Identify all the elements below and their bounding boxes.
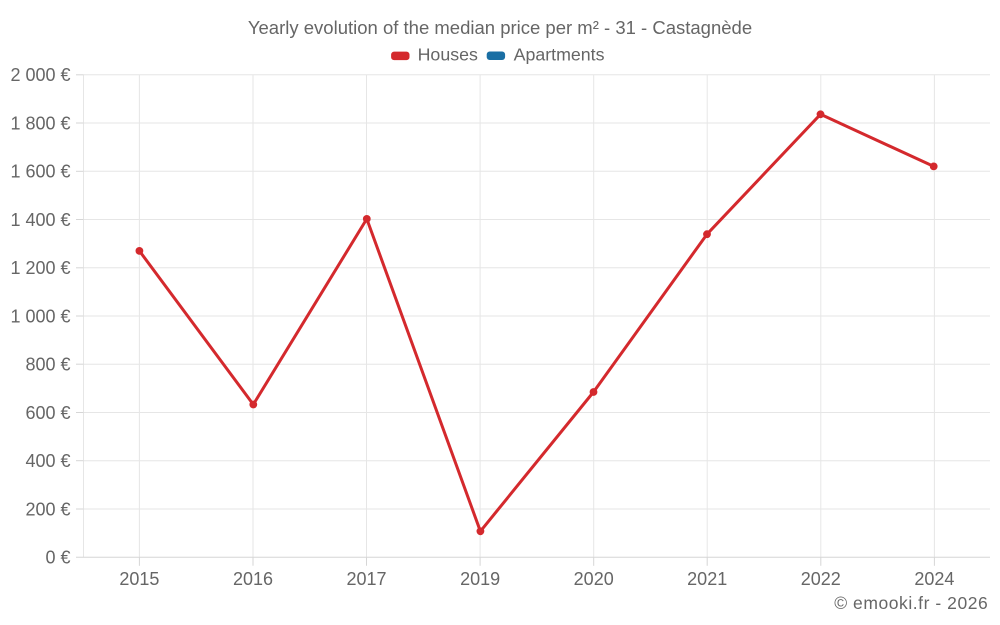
svg-text:2015: 2015 bbox=[119, 569, 159, 589]
svg-text:2016: 2016 bbox=[233, 569, 273, 589]
svg-text:2017: 2017 bbox=[346, 569, 386, 589]
svg-text:2021: 2021 bbox=[687, 569, 727, 589]
svg-text:1 800 €: 1 800 € bbox=[10, 113, 70, 133]
svg-text:Apartments: Apartments bbox=[514, 44, 605, 64]
svg-text:2020: 2020 bbox=[574, 569, 614, 589]
svg-text:2022: 2022 bbox=[801, 569, 841, 589]
svg-text:2019: 2019 bbox=[460, 569, 500, 589]
svg-text:0 €: 0 € bbox=[45, 548, 70, 568]
svg-text:Houses: Houses bbox=[418, 44, 478, 64]
svg-text:Yearly evolution of the median: Yearly evolution of the median price per… bbox=[248, 17, 752, 38]
svg-text:800 €: 800 € bbox=[25, 355, 70, 375]
svg-text:400 €: 400 € bbox=[25, 451, 70, 471]
svg-text:© emooki.fr - 2026: © emooki.fr - 2026 bbox=[834, 593, 988, 613]
svg-text:1 000 €: 1 000 € bbox=[10, 306, 70, 326]
svg-text:200 €: 200 € bbox=[25, 499, 70, 519]
svg-text:1 400 €: 1 400 € bbox=[10, 210, 70, 230]
svg-text:2 000 €: 2 000 € bbox=[10, 65, 70, 85]
svg-text:600 €: 600 € bbox=[25, 403, 70, 423]
svg-text:2024: 2024 bbox=[914, 569, 954, 589]
svg-text:1 600 €: 1 600 € bbox=[10, 162, 70, 182]
svg-text:1 200 €: 1 200 € bbox=[10, 258, 70, 278]
